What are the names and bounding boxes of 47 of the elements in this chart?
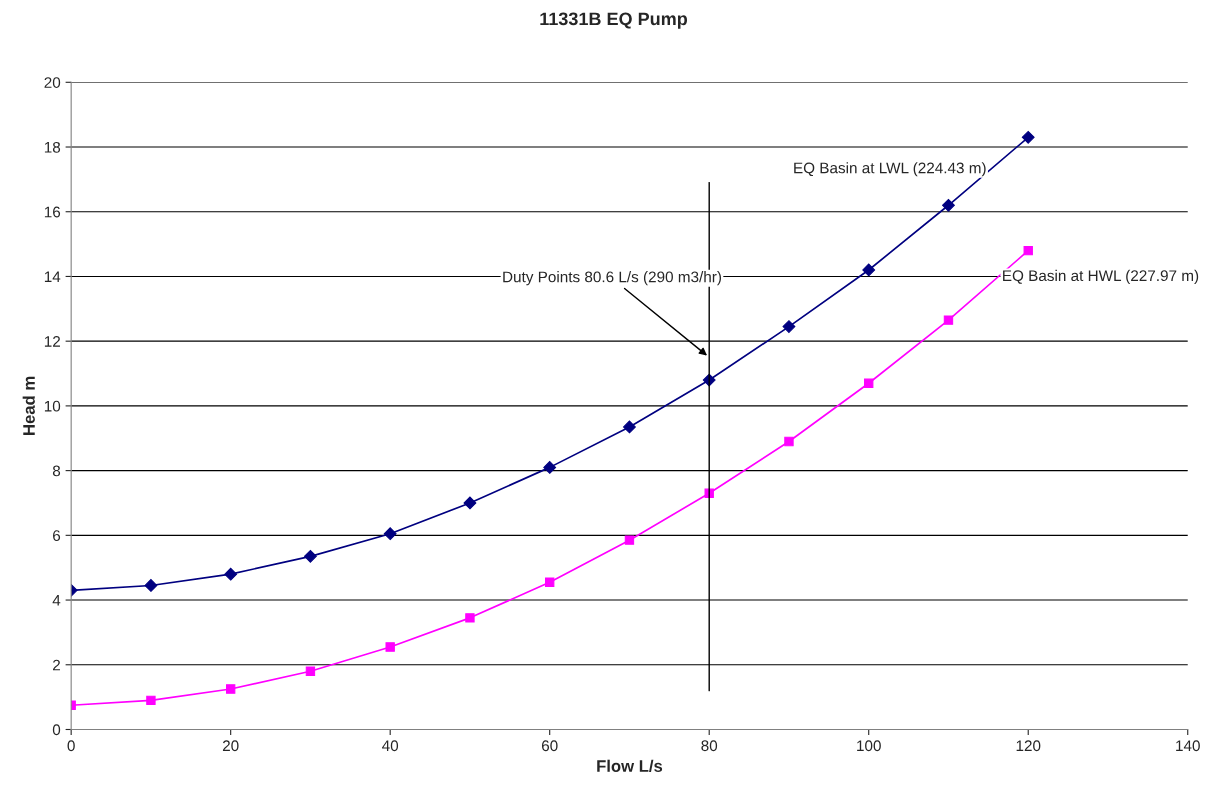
point — [463, 496, 477, 510]
series-label: EQ Basin at LWL (224.43 m) — [794, 162, 986, 177]
y-axis-title: Head m — [22, 376, 35, 435]
point — [624, 535, 635, 545]
x-tick-label: 100 — [857, 740, 881, 752]
chart-title: 11331B EQ Pump — [540, 12, 688, 29]
point — [465, 613, 475, 623]
point — [623, 420, 636, 434]
point — [862, 263, 876, 277]
x-axis-title: Flow L/s — [597, 759, 663, 773]
point — [864, 378, 874, 388]
point — [1023, 245, 1033, 256]
point — [383, 527, 397, 541]
point — [943, 315, 954, 325]
annotation: Duty Points 80.6 L/s (290 m3/hr) — [503, 271, 722, 286]
y-tick-label: 8 — [52, 465, 61, 477]
y-tick-label: 14 — [44, 271, 61, 282]
x-tick-label: 0 — [67, 740, 75, 752]
y-tick-label: 12 — [44, 336, 60, 347]
point — [146, 695, 156, 706]
x-tick-label: 120 — [1016, 740, 1041, 752]
point — [543, 460, 557, 474]
point — [385, 642, 395, 652]
y-tick-label: 16 — [44, 206, 61, 218]
point — [305, 666, 316, 676]
y-tick-label: 0 — [52, 724, 61, 736]
point — [144, 579, 158, 592]
point — [545, 577, 555, 587]
point — [782, 320, 796, 334]
y-tick-label: 10 — [44, 400, 61, 412]
point — [942, 198, 955, 212]
x-tick-label: 40 — [382, 740, 399, 752]
x-tick-label: 60 — [541, 740, 558, 752]
y-tick-label: 6 — [53, 530, 61, 542]
y-tick-label: 4 — [52, 595, 61, 606]
x-tick-label: 20 — [222, 740, 239, 752]
y-tick-label: 20 — [44, 77, 61, 88]
point — [225, 684, 236, 694]
y-tick-label: 2 — [53, 659, 60, 671]
point — [1021, 130, 1035, 144]
y-tick-label: 18 — [44, 141, 61, 153]
point — [784, 436, 794, 447]
point — [224, 567, 238, 581]
point — [304, 549, 317, 563]
x-tick-label: 140 — [1176, 740, 1200, 752]
series-label: EQ Basin at HWL (227.97 m) — [1003, 269, 1199, 285]
x-tick-label: 80 — [701, 740, 718, 752]
